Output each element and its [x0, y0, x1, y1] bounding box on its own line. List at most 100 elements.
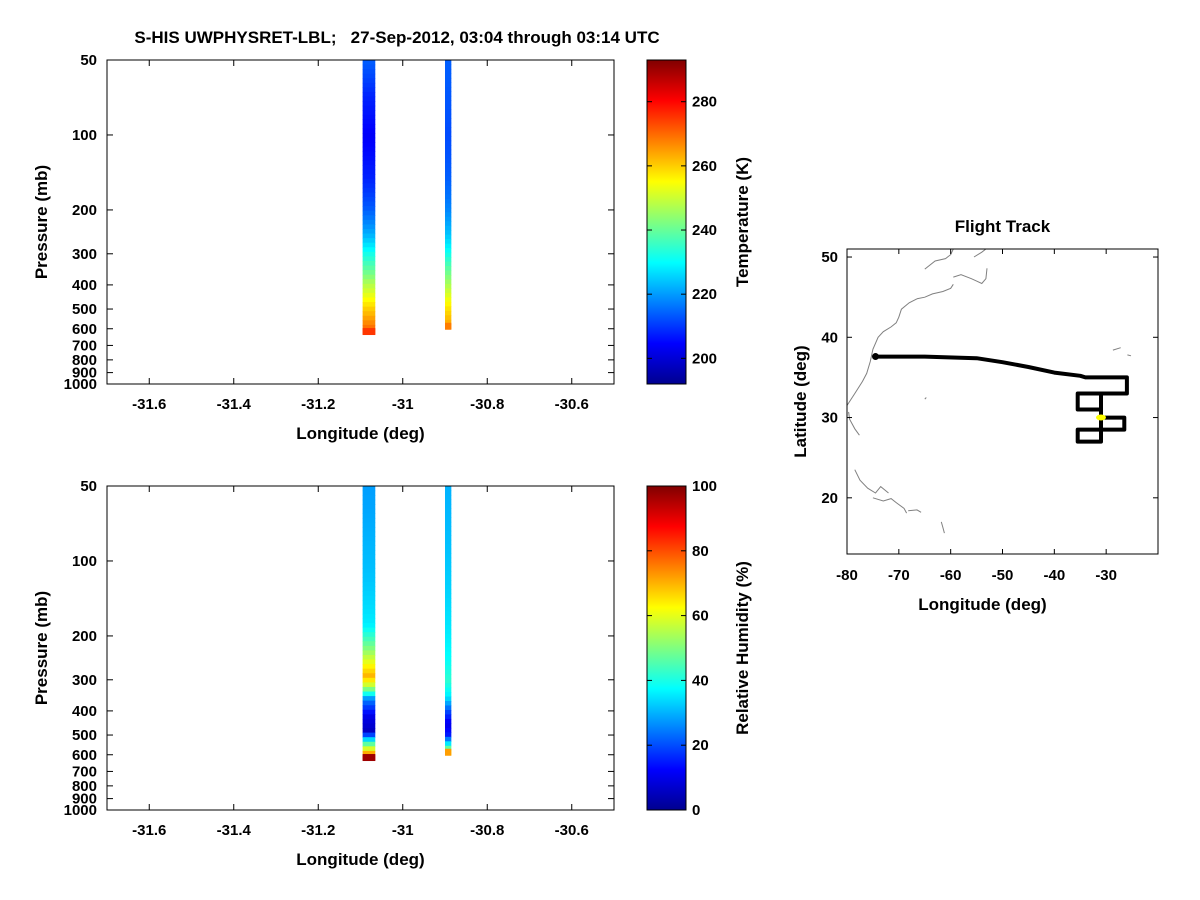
temperature-profile-y-tick-label: 700: [72, 337, 97, 354]
temperature-profile-column-0-cell: [362, 91, 376, 98]
temperature-profile-column-0-cell: [362, 233, 376, 239]
humidity-profile-column-0-cell: [362, 545, 376, 551]
humidity-profile-column-1-cell: [445, 651, 452, 657]
temperature-profile-column-0-cell: [362, 228, 376, 235]
temperature-profile-column-1-cell: [445, 189, 452, 195]
humidity-profile-x-tick-label: -31.4: [217, 822, 252, 839]
temperature-profile-column-1-cell: [445, 319, 452, 325]
flight-track-y-tick-label: 20: [821, 490, 838, 507]
temperature-profile-x-tick-label: -31.2: [301, 396, 335, 413]
humidity-profile-column-1-cell: [445, 593, 452, 599]
humidity-profile-column-0-cell: [362, 531, 376, 537]
humidity-profile-column-1-cell: [445, 656, 452, 662]
flight-track-start-marker: [872, 353, 880, 361]
humidity-profile-column-0-cell: [362, 513, 376, 519]
temperature-profile-column-0-cell: [362, 169, 376, 175]
humidity-profile-column-0-cell: [362, 522, 376, 528]
temperature-profile-column-0-cell: [362, 69, 376, 75]
temperature-profile-column-1-cell: [445, 171, 452, 178]
temperature-profile-column-1-cell: [445, 301, 452, 307]
temperature-profile-column-0-cell: [362, 224, 376, 230]
humidity-profile-column-0-cell: [362, 659, 376, 665]
temperature-profile-column-1-cell: [445, 243, 452, 249]
temperature-profile-y-tick-label: 600: [72, 321, 97, 338]
temperature-profile-column-1-cell: [445, 221, 452, 227]
temperature-profile-column-0-cell: [362, 165, 376, 171]
flight-track-y-tick-label: 40: [821, 329, 838, 346]
temperature-profile-column-0-cell: [362, 274, 376, 280]
coastline-segment: [872, 497, 908, 514]
temperature-profile-column-0-cell: [362, 292, 376, 299]
humidity-profile-column-1-cell: [445, 602, 452, 608]
humidity-profile-column-1-cell: [445, 490, 452, 496]
temperature-profile-colorbar-tick-label: 200: [692, 350, 717, 367]
humidity-profile-y-tick-label: 300: [72, 672, 97, 689]
temperature-profile-column-0-cell: [362, 114, 376, 120]
temperature-profile-column-0-cell: [362, 160, 376, 166]
temperature-profile-x-tick-label: -30.6: [555, 396, 589, 413]
humidity-profile-column-0-cell: [362, 732, 376, 738]
humidity-profile-column-1-cell: [445, 696, 452, 702]
humidity-profile-column-0-cell: [362, 549, 376, 556]
coastline-segment: [916, 284, 954, 300]
humidity-profile-column-1-cell: [445, 494, 452, 501]
flight-track-x-tick-label: -80: [836, 567, 858, 584]
temperature-profile-column-1-cell: [445, 270, 452, 276]
temperature-profile-column-1-cell: [445, 239, 452, 245]
humidity-profile-column-1-cell: [445, 736, 452, 742]
temperature-profile-y-tick-label: 500: [72, 301, 97, 318]
humidity-profile-column-1-cell: [445, 611, 452, 617]
temperature-profile-column-1-cell: [445, 68, 452, 75]
humidity-profile-column-1-cell: [445, 503, 452, 509]
humidity-profile-column-1-cell: [445, 741, 452, 747]
humidity-profile-y-tick-label: 800: [72, 778, 97, 795]
temperature-profile-column-0-cell: [362, 192, 376, 198]
humidity-profile-column-0-cell: [362, 714, 376, 720]
coastline-segment: [924, 397, 927, 400]
humidity-profile-column-0-cell: [362, 682, 376, 688]
humidity-profile-column-0-cell: [362, 613, 376, 620]
humidity-profile-column-1-cell: [445, 508, 452, 514]
humidity-profile-colorbar-tick-label: 0: [692, 802, 700, 819]
temperature-profile-column-0-cell: [362, 311, 376, 317]
temperature-profile-column-0-cell: [362, 210, 376, 216]
temperature-profile-column-0-cell: [362, 260, 376, 267]
temperature-profile-column-0-cell: [362, 101, 376, 107]
temperature-profile-column-0-cell: [362, 302, 376, 308]
coastline-segment: [953, 268, 988, 285]
temperature-profile-column-0-cell: [362, 247, 376, 253]
flight-track-x-tick-label: -60: [940, 567, 962, 584]
temperature-profile-column-1-cell: [445, 127, 452, 133]
temperature-profile-column-1-cell: [445, 60, 452, 66]
temperature-profile-column-0-bottom-cell: [362, 328, 376, 336]
humidity-profile-colorbar-tick-label: 80: [692, 543, 709, 560]
temperature-profile-column-0-cell: [362, 96, 376, 102]
temperature-profile-column-0-cell: [362, 128, 376, 134]
coastline-segment: [848, 411, 860, 436]
humidity-profile-column-0-cell: [362, 490, 376, 496]
temperature-profile-column-1-cell: [445, 261, 452, 267]
humidity-profile-column-0-cell: [362, 673, 376, 679]
temperature-profile-y-tick-label: 100: [72, 127, 97, 144]
flight-track-x-tick-label: -70: [888, 567, 910, 584]
temperature-profile-column-1-cell: [445, 104, 452, 110]
temperature-profile-column-0-cell: [362, 283, 376, 289]
humidity-profile-column-0-cell: [362, 504, 376, 510]
humidity-profile-column-0-cell: [362, 499, 376, 505]
humidity-profile-column-1-cell: [445, 544, 452, 550]
coastline-segment: [847, 298, 918, 406]
humidity-profile-colorbar-label: Relative Humidity (%): [733, 561, 752, 735]
temperature-profile-column-1-cell: [445, 288, 452, 294]
humidity-profile-column-0-cell: [362, 623, 376, 629]
temperature-profile-y-tick-label: 300: [72, 246, 97, 263]
humidity-profile-column-1-cell: [445, 571, 452, 577]
humidity-profile-column-0-cell: [362, 700, 376, 706]
temperature-profile-column-1-cell: [445, 95, 452, 101]
coastline-segment: [940, 521, 945, 534]
flight-track-line: [875, 354, 1129, 444]
temperature-profile-column-0-cell: [362, 142, 376, 148]
humidity-profile-column-0-cell: [362, 718, 376, 725]
temperature-profile-column-0-cell: [362, 119, 376, 125]
humidity-profile-y-tick-label: 100: [72, 553, 97, 570]
humidity-profile-colorbar-tick-label: 60: [692, 608, 709, 625]
